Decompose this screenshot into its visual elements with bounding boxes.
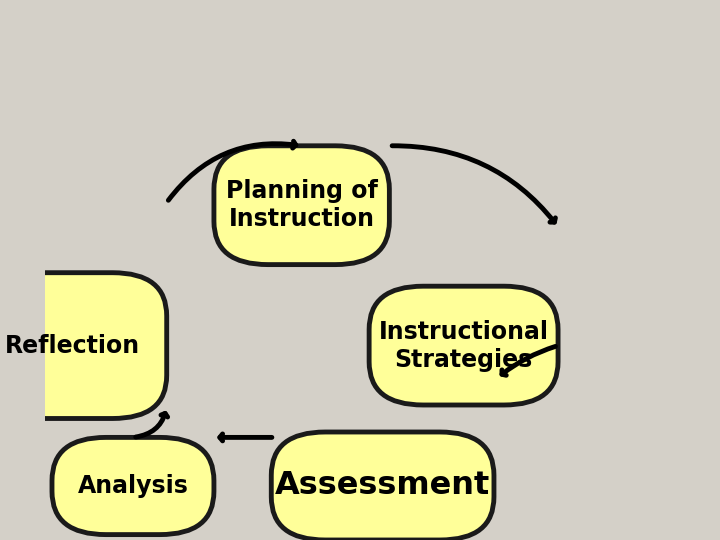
Text: Assessment: Assessment — [275, 470, 490, 502]
FancyBboxPatch shape — [0, 273, 167, 418]
FancyBboxPatch shape — [214, 146, 390, 265]
FancyBboxPatch shape — [52, 437, 214, 535]
Text: Planning of
Instruction: Planning of Instruction — [225, 179, 377, 231]
Text: Reflection: Reflection — [4, 334, 140, 357]
FancyBboxPatch shape — [369, 286, 558, 405]
Text: Analysis: Analysis — [78, 474, 189, 498]
FancyBboxPatch shape — [271, 432, 494, 540]
Text: Instructional
Strategies: Instructional Strategies — [379, 320, 549, 372]
